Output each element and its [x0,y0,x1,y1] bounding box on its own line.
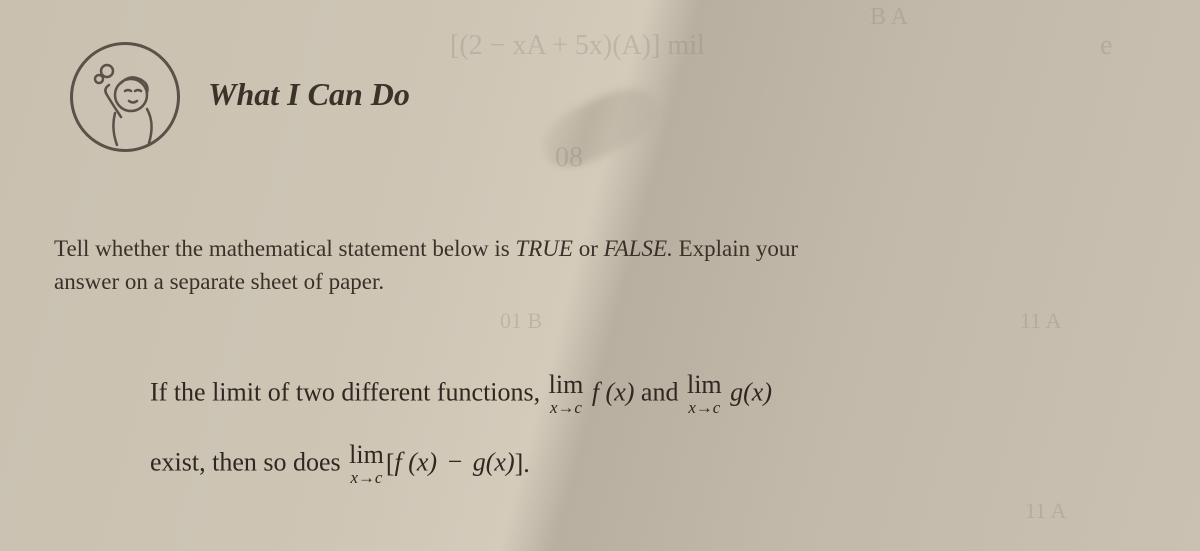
section-heading: What I Can Do [208,76,410,113]
statement-line1: If the limit of two different functions,… [150,372,772,417]
true-word: TRUE [515,236,573,261]
stmt2-pre: exist, then so does [150,447,347,476]
thinking-person-icon [70,42,180,152]
ghost-formula: [(2 − xA + 5x)(A)] mil [450,30,705,62]
lim-sub-1: x→c [549,400,584,417]
lim-word-3: lim [349,440,384,469]
instr-post: Explain your [673,236,798,261]
gx-1: g(x) [730,377,772,406]
lim-fx: lim x→c [549,372,584,417]
lim-diff: lim x→c [349,442,384,487]
statement-line2: exist, then so does lim x→c [f (x) − g(x… [150,442,530,487]
ghost-lower1: 01 B [500,308,542,334]
minus-op: − [437,447,473,476]
ghost-bottom: 11 A [1025,498,1066,524]
false-word: FALSE. [604,236,673,261]
gx-2: g(x) [473,447,515,476]
lim-gx: lim x→c [687,372,722,417]
fx-1: f (x) [592,377,635,406]
ghost-row2: B A [870,4,908,31]
lim-sub-3: x→c [349,470,384,487]
and-word: and [641,377,685,406]
fx-2: f (x) [395,447,438,476]
ghost-lower2: 11 A [1020,308,1061,334]
lim-sub-2: x→c [687,400,722,417]
stmt1-pre: If the limit of two different functions, [150,377,547,406]
instruction-line1: Tell whether the mathematical statement … [54,232,798,267]
instruction-line2: answer on a separate sheet of paper. [54,265,384,300]
or-word: or [573,236,604,261]
lim-word-2: lim [687,370,722,399]
bracket-close: ]. [515,449,530,479]
ghost-e: e [1100,30,1112,62]
lim-word-1: lim [549,370,584,399]
bracket-open: [ [386,449,395,479]
instr-pre: Tell whether the mathematical statement … [54,236,515,261]
